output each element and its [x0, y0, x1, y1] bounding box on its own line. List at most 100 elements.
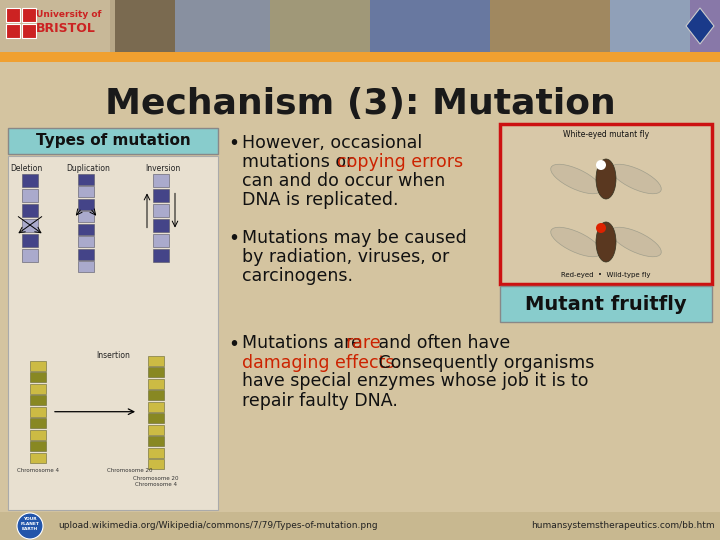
Bar: [148, 413, 164, 423]
Text: carcinogens.: carcinogens.: [242, 267, 353, 285]
Text: mutations or: mutations or: [242, 153, 359, 171]
Ellipse shape: [611, 164, 661, 194]
Text: •: •: [228, 229, 239, 248]
Bar: [610, 0, 690, 52]
Bar: [6, 24, 20, 38]
Circle shape: [596, 223, 606, 233]
Text: Chromosome 4: Chromosome 4: [17, 468, 59, 473]
Bar: [22, 8, 36, 22]
Bar: [148, 367, 164, 377]
Bar: [22, 24, 36, 38]
Bar: [270, 0, 370, 52]
Text: DNA is replicated.: DNA is replicated.: [242, 191, 398, 209]
Bar: [30, 407, 46, 417]
Bar: [500, 124, 712, 284]
Bar: [153, 249, 169, 262]
Text: Mechanism (3): Mutation: Mechanism (3): Mutation: [104, 87, 616, 121]
Bar: [22, 204, 38, 217]
Text: and often have: and often have: [373, 334, 510, 353]
Text: Mutations may be caused: Mutations may be caused: [242, 229, 467, 247]
Bar: [175, 0, 270, 52]
Bar: [30, 418, 46, 428]
Ellipse shape: [596, 222, 616, 262]
Bar: [153, 234, 169, 247]
Text: upload.wikimedia.org/Wikipedia/commons/7/79/Types-of-mutation.png: upload.wikimedia.org/Wikipedia/commons/7…: [58, 522, 377, 530]
Circle shape: [596, 160, 606, 170]
Text: Deletion: Deletion: [10, 164, 42, 173]
Bar: [153, 174, 169, 187]
Bar: [0, 52, 720, 62]
Text: have special enzymes whose job it is to: have special enzymes whose job it is to: [242, 373, 588, 390]
Text: However, occasional: However, occasional: [242, 134, 422, 152]
Bar: [78, 224, 94, 235]
Bar: [153, 204, 169, 217]
Text: Red-eyed  •  Wild-type fly: Red-eyed • Wild-type fly: [562, 272, 651, 278]
Text: University of: University of: [36, 10, 102, 19]
Bar: [8, 156, 218, 510]
Bar: [0, 0, 720, 52]
Bar: [30, 372, 46, 382]
Bar: [500, 286, 712, 322]
Bar: [0, 0, 115, 52]
Bar: [370, 0, 490, 52]
Text: White-eyed mutant fly: White-eyed mutant fly: [563, 130, 649, 139]
Bar: [0, 512, 720, 540]
Bar: [30, 441, 46, 451]
Bar: [78, 186, 94, 198]
Bar: [22, 249, 38, 262]
Bar: [148, 424, 164, 435]
Text: Chromosome 20: Chromosome 20: [107, 468, 153, 473]
Text: humansystemstherapeutics.com/bb.htm: humansystemstherapeutics.com/bb.htm: [531, 522, 715, 530]
Bar: [690, 0, 720, 52]
Bar: [78, 211, 94, 222]
Text: Mutant fruitfly: Mutant fruitfly: [525, 294, 687, 314]
Ellipse shape: [551, 227, 601, 256]
Bar: [148, 379, 164, 389]
Bar: [30, 453, 46, 463]
Text: repair faulty DNA.: repair faulty DNA.: [242, 392, 398, 409]
Text: Chromosome 4: Chromosome 4: [135, 482, 177, 487]
Bar: [8, 128, 218, 154]
Text: damaging effects.: damaging effects.: [242, 354, 400, 372]
Circle shape: [17, 513, 43, 539]
Bar: [490, 0, 610, 52]
Bar: [148, 448, 164, 458]
Bar: [22, 219, 38, 232]
Text: Types of mutation: Types of mutation: [35, 133, 190, 148]
Bar: [148, 402, 164, 411]
Text: Inversion: Inversion: [145, 164, 181, 173]
Text: •: •: [228, 334, 239, 354]
Text: Consequently organisms: Consequently organisms: [373, 354, 595, 372]
Text: •: •: [228, 134, 239, 153]
Text: Mutations are: Mutations are: [242, 334, 367, 353]
Bar: [30, 384, 46, 394]
Text: BRISTOL: BRISTOL: [36, 22, 96, 35]
Bar: [6, 8, 20, 22]
Bar: [22, 234, 38, 247]
Bar: [0, 62, 720, 540]
Bar: [78, 174, 94, 185]
Text: by radiation, viruses, or: by radiation, viruses, or: [242, 248, 449, 266]
Ellipse shape: [551, 164, 601, 194]
Bar: [148, 436, 164, 446]
Bar: [78, 261, 94, 272]
Bar: [22, 174, 38, 187]
Bar: [22, 189, 38, 202]
Bar: [30, 430, 46, 440]
Text: can and do occur when: can and do occur when: [242, 172, 445, 190]
Polygon shape: [686, 8, 714, 44]
Bar: [78, 249, 94, 260]
Bar: [153, 189, 169, 202]
Bar: [148, 390, 164, 400]
Bar: [30, 361, 46, 370]
Text: rare: rare: [345, 334, 381, 353]
Text: Insertion: Insertion: [96, 350, 130, 360]
Bar: [148, 459, 164, 469]
Text: copying errors: copying errors: [337, 153, 463, 171]
Bar: [148, 356, 164, 366]
Bar: [153, 219, 169, 232]
Ellipse shape: [611, 227, 661, 256]
Text: Chromosome 20: Chromosome 20: [133, 476, 179, 481]
Bar: [115, 0, 175, 52]
Text: Duplication: Duplication: [66, 164, 110, 173]
